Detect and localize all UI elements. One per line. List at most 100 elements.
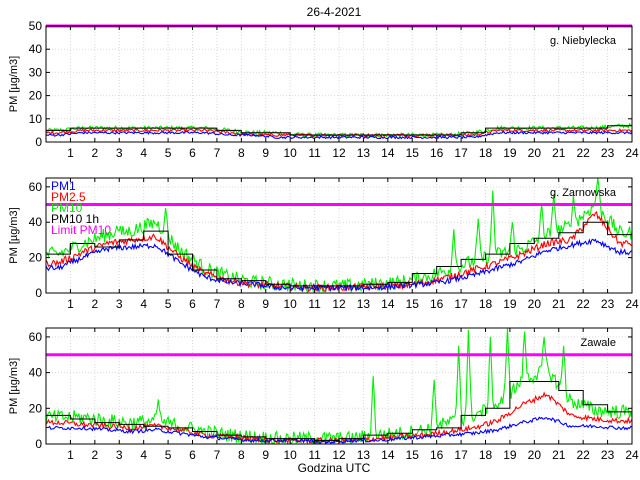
series-line-pm10-1h	[46, 125, 632, 136]
station-label: g. Niebylecka	[550, 35, 617, 47]
x-tick-label: 2	[91, 297, 98, 311]
y-tick-label: 60	[29, 180, 43, 194]
series-line-pm1	[45, 130, 633, 140]
x-tick-label: 7	[214, 297, 221, 311]
x-tick-label: 14	[381, 297, 395, 311]
legend-entry-pm10: PM10	[51, 201, 83, 215]
y-tick-label: 0	[35, 286, 42, 300]
chart-panel-zawale: 1 2 3 4 5 6 7 8 9 10 11 12 13 14 15 16 17 18 19 20 21 22 23 240…	[8, 327, 639, 462]
x-tick-label: 19	[503, 146, 517, 160]
y-tick-label: 40	[29, 215, 43, 229]
x-tick-label: 14	[381, 146, 395, 160]
y-tick-label: 40	[29, 366, 43, 380]
y-tick-label: 40	[29, 42, 43, 56]
x-tick-label: 13	[357, 448, 371, 462]
x-tick-label: 1	[67, 448, 74, 462]
chart-panels: 1 2 3 4 5 6 7 8 9 10 11 12 13 14 15 16 17 18 19 20 21 22 23 240…	[8, 19, 639, 462]
legend-entry-pm2-5: PM2.5	[51, 190, 86, 204]
x-tick-label: 20	[528, 146, 542, 160]
x-tick-label: 1	[67, 146, 74, 160]
x-tick-label: 11	[308, 448, 321, 462]
x-tick-label: 4	[140, 448, 147, 462]
x-tick-label: 3	[116, 146, 123, 160]
x-tick-label: 6	[189, 297, 196, 311]
x-tick-label: 16	[430, 448, 444, 462]
x-tick-label: 10	[283, 448, 297, 462]
chart-panel-g-niebylecka: 1 2 3 4 5 6 7 8 9 10 11 12 13 14 15 16 17 18 19 20 21 22 23 240…	[8, 19, 639, 160]
x-tick-label: 7	[214, 448, 221, 462]
station-label: Zawale	[581, 337, 616, 349]
x-tick-label: 22	[576, 448, 590, 462]
x-tick-label: 1	[67, 297, 74, 311]
x-tick-label: 8	[238, 297, 245, 311]
x-tick-label: 12	[332, 297, 346, 311]
x-tick-label: 9	[262, 297, 269, 311]
series-line-pm1	[45, 238, 633, 293]
x-tick-label: 11	[308, 297, 321, 311]
x-tick-label: 18	[479, 297, 493, 311]
x-tick-label: 9	[262, 448, 269, 462]
x-tick-label: 19	[503, 448, 517, 462]
x-tick-label: 23	[601, 297, 615, 311]
legend-entry-pm10-1h: PM10 1h	[51, 212, 99, 226]
x-tick-label: 17	[454, 448, 468, 462]
x-tick-label: 2	[91, 146, 98, 160]
x-tick-label: 18	[479, 146, 493, 160]
y-tick-label: 20	[29, 401, 43, 415]
station-label: g. Zarnowska	[550, 187, 617, 199]
chart-panel-g-zarnowska: 1 2 3 4 5 6 7 8 9 10 11 12 13 14 15 16 17 18 19 20 21 22 23 240…	[8, 177, 639, 311]
x-tick-label: 13	[357, 297, 371, 311]
x-tick-label: 24	[625, 448, 639, 462]
x-tick-label: 18	[479, 448, 493, 462]
y-tick-label: 30	[29, 65, 43, 79]
x-tick-label: 12	[332, 146, 346, 160]
x-tick-label: 14	[381, 448, 395, 462]
x-tick-label: 24	[625, 146, 639, 160]
x-tick-label: 4	[140, 297, 147, 311]
x-tick-label: 10	[283, 297, 297, 311]
y-axis-label: PM [µg/m3]	[8, 207, 20, 263]
x-tick-label: 11	[308, 146, 321, 160]
x-tick-label: 8	[238, 146, 245, 160]
x-tick-label: 9	[262, 146, 269, 160]
x-tick-label: 19	[503, 297, 517, 311]
series-line-pm10-1h	[46, 221, 632, 287]
x-tick-label: 2	[91, 448, 98, 462]
x-tick-label: 22	[576, 297, 590, 311]
figure-title: 26-4-2021	[307, 5, 362, 19]
legend-entry-limit-pm10: Limit PM10	[51, 223, 111, 237]
y-tick-label: 0	[35, 135, 42, 149]
x-tick-label: 6	[189, 448, 196, 462]
x-tick-label: 17	[454, 297, 468, 311]
x-tick-label: 5	[165, 146, 172, 160]
y-axis-label: PM [µg/m3]	[8, 358, 20, 414]
x-tick-label: 24	[625, 297, 639, 311]
y-axis-label: PM [µg/m3]	[8, 56, 20, 112]
x-tick-label: 8	[238, 448, 245, 462]
x-tick-label: 20	[528, 297, 542, 311]
x-tick-label: 16	[430, 146, 444, 160]
x-tick-label: 17	[454, 146, 468, 160]
y-tick-label: 60	[29, 330, 43, 344]
x-tick-label: 5	[165, 448, 172, 462]
x-tick-label: 23	[601, 448, 615, 462]
x-tick-label: 10	[283, 146, 297, 160]
y-tick-label: 20	[29, 251, 43, 265]
x-tick-label: 15	[406, 448, 420, 462]
series-line-pm10-1h	[46, 381, 632, 441]
x-tick-label: 15	[406, 146, 420, 160]
legend-entry-pm1: PM1	[51, 179, 76, 193]
y-tick-label: 50	[29, 19, 43, 33]
x-tick-label: 12	[332, 448, 346, 462]
x-tick-label: 15	[406, 297, 420, 311]
x-tick-label: 22	[576, 146, 590, 160]
x-tick-label: 5	[165, 297, 172, 311]
x-tick-label: 3	[116, 297, 123, 311]
x-tick-label: 3	[116, 448, 123, 462]
x-tick-label: 21	[552, 146, 566, 160]
x-tick-label: 16	[430, 297, 444, 311]
y-tick-label: 20	[29, 89, 43, 103]
x-tick-label: 21	[552, 297, 566, 311]
x-tick-label: 20	[528, 448, 542, 462]
